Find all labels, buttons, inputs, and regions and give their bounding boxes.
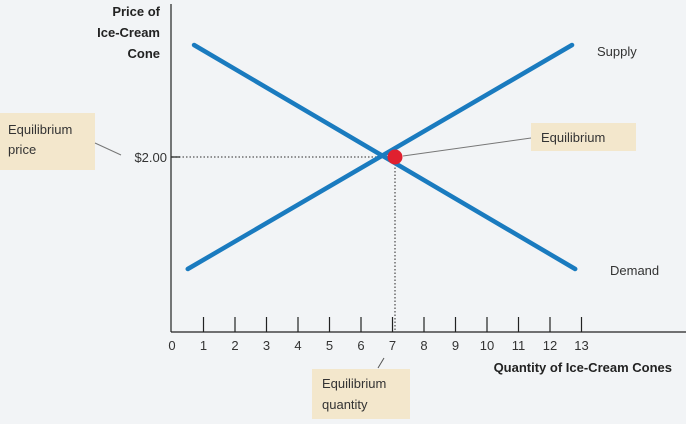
x-tick-label: 5 <box>326 338 333 353</box>
x-tick-label: 7 <box>389 338 396 353</box>
supply-curve <box>185 42 575 272</box>
x-tick-label: 2 <box>231 338 238 353</box>
y-axis-title-line: Cone <box>128 46 161 61</box>
equilibrium-callout-box <box>531 123 636 151</box>
equilibrium-quantity-callout-box <box>312 369 410 419</box>
callouts-layer: Equilibrium Equilibrium price Equilibrium qu… <box>0 113 636 419</box>
x-tick-label: 1 <box>200 338 207 353</box>
x-tick-label: 0 <box>168 338 175 353</box>
x-tick-label: 11 <box>512 338 526 353</box>
labels-layer: Supply Demand <box>597 44 659 278</box>
x-tick-label: 12 <box>543 338 557 353</box>
y-tick-label: $2.00 <box>134 150 167 165</box>
equilibrium-price-leader-line <box>94 142 122 156</box>
equilibrium-callout-label: Equilibrium <box>541 130 605 145</box>
equilibrium-price-callout-box <box>0 113 95 170</box>
x-tick-label: 13 <box>574 338 588 353</box>
equilibrium-quantity-callout-label: Equilibrium <box>322 376 386 391</box>
x-tick-label: 9 <box>452 338 459 353</box>
y-axis-title-line: Price of <box>112 4 160 19</box>
x-axis-title: Quantity of Ice-Cream Cones <box>494 360 672 375</box>
guides-layer <box>172 156 396 332</box>
equilibrium-point <box>387 149 403 165</box>
x-tick-label: 10 <box>480 338 494 353</box>
x-tick-label: 4 <box>294 338 301 353</box>
demand-label: Demand <box>610 263 659 278</box>
equilibrium-leader-line <box>402 137 532 157</box>
equilibrium-quantity-callout-label: quantity <box>322 397 368 412</box>
demand-curve <box>191 42 578 272</box>
x-tick-label: 6 <box>357 338 364 353</box>
equilibrium-price-callout-label: price <box>8 142 36 157</box>
series-layer <box>185 42 578 272</box>
equilibrium-price-callout-label: Equilibrium <box>8 122 72 137</box>
y-axis-title-line: Ice-Cream <box>97 25 160 40</box>
x-tick-label: 3 <box>263 338 270 353</box>
x-tick-label: 8 <box>420 338 427 353</box>
supply-label: Supply <box>597 44 637 59</box>
equilibrium-quantity-leader-line <box>377 357 385 369</box>
